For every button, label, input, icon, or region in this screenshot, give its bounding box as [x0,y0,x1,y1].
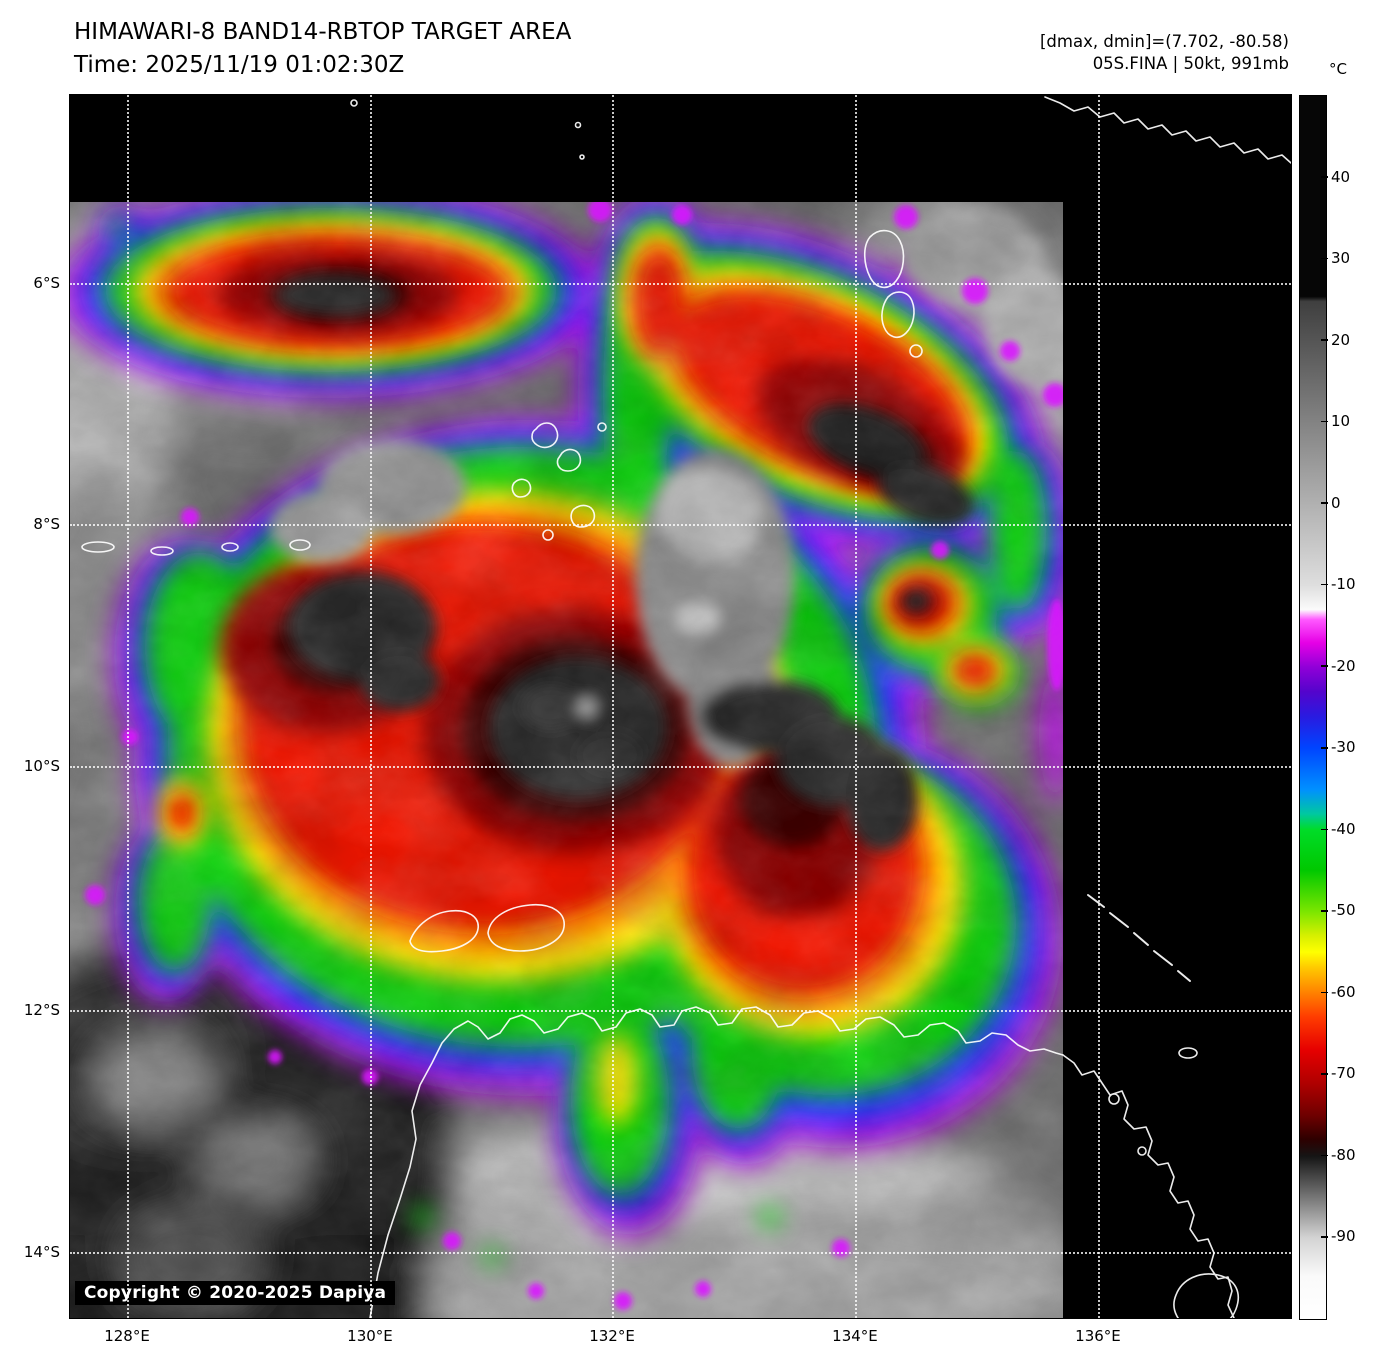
longitude-gridline [369,95,372,1318]
y-axis-tick-label: 6°S [33,273,60,292]
x-axis-tick-label: 132°E [589,1327,635,1345]
coastline-islet [542,529,554,541]
coastline-islet [574,121,582,129]
x-axis-tick-label: 128°E [104,1327,150,1345]
satellite-image [70,95,1291,1318]
x-axis-tick-label: 136°E [1075,1327,1121,1345]
plot-header: HIMAWARI-8 BAND14-RBTOP TARGET AREA Time:… [74,16,571,82]
coastline-aru-islands [863,229,915,339]
timestamp: Time: 2025/11/19 01:02:30Z [74,52,405,78]
x-axis-tick-label: 130°E [347,1327,393,1345]
longitude-gridline [612,95,614,1318]
longitude-gridline [127,95,130,1318]
coastline-tanimbar-islands [511,422,596,528]
colorbar-tick-label: -50 [1331,901,1356,920]
coastline-islet [579,154,585,160]
colorbar-tick-label: 0 [1331,493,1341,512]
coastline-wessel-islands [1087,894,1191,982]
coastline-islet [150,546,174,556]
latitude-gridline [70,1010,1291,1013]
coastline-bathurst-island [409,909,479,953]
colorbar-tick-label: 40 [1331,167,1351,186]
cold-overshoot-specks [85,198,1067,1310]
colorbar-tick-label: -40 [1331,819,1356,838]
colorbar-tick-label: 20 [1331,330,1351,349]
plot-area: Copyright © 2020-2025 Dapiya [69,94,1292,1319]
colorbar-ticks: 40 30 20 10 0 -10 -20 -30 -40 -50 -60 -70 -80 -90 [1331,95,1387,1318]
coastline-islet [909,344,923,358]
y-axis-tick-label: 14°S [23,1243,60,1262]
longitude-gridline [1097,95,1100,1318]
colorbar-tick-label: -10 [1331,575,1356,594]
latitude-gridline [70,524,1291,527]
colorbar-unit-label: °C [1329,60,1347,78]
colorbar [1299,95,1327,1320]
longitude-gridline [854,95,857,1318]
coastline-islet [1178,1047,1198,1059]
coastlines [81,96,1291,1318]
y-axis-tick-label: 12°S [23,1001,60,1020]
coastline-islet [350,99,358,107]
copyright-label: Copyright © 2020-2025 Dapiya [75,1281,396,1305]
colorbar-tick-label: 10 [1331,412,1351,431]
colorbar-tick-label: -90 [1331,1227,1356,1246]
colorbar-tick-label: 30 [1331,249,1351,268]
coastline-gulf-of-carpentaria [1062,1054,1235,1318]
page-title: HIMAWARI-8 BAND14-RBTOP TARGET AREA [74,19,572,45]
y-axis-tick-label: 8°S [33,515,60,534]
coastline-islet [81,541,115,553]
coastline-australia-mainland [369,1006,1064,1318]
coastline-groote-eylandt [1173,1273,1240,1318]
latitude-gridline [70,766,1291,769]
coastline-islet [1108,1093,1120,1105]
coastline-islet [221,542,239,552]
colorbar-tick-label: -70 [1331,1064,1356,1083]
latitude-gridline [70,1252,1291,1255]
coastline-islet [597,422,607,432]
coastline-melville-island [487,903,565,952]
colorbar-tick-label: -20 [1331,656,1356,675]
colorbar-tick-label: -30 [1331,738,1356,757]
latitude-gridline [70,282,1291,285]
storm-info-annotation: 05S.FINA | 50kt, 991mb [1092,54,1289,73]
colorbar-tick-label: -80 [1331,1145,1356,1164]
colorbar-tick-label: -60 [1331,982,1356,1001]
cloud-texture-dark [70,200,1063,1318]
coastline-islet [1137,1146,1147,1156]
x-axis-tick-label: 134°E [832,1327,878,1345]
annotation-block: [dmax, dmin]=(7.702, -80.58) 05S.FINA | 5… [1040,31,1289,75]
y-axis-tick-label: 10°S [23,757,60,776]
dmax-dmin-annotation: [dmax, dmin]=(7.702, -80.58) [1040,32,1289,51]
coastline-new-guinea [1044,96,1291,164]
no-data-mask-right [1063,95,1291,1318]
coastline-islet [289,539,311,551]
